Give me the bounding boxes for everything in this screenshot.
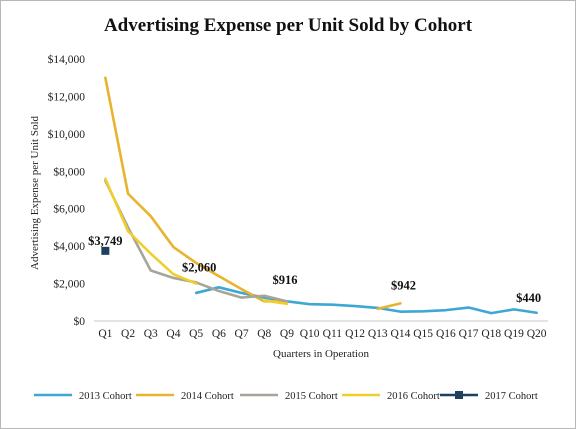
y-tick-label: $14,000 [48, 53, 86, 66]
x-tick-label: Q1 [98, 328, 112, 340]
y-axis-label: Advertising Expense per Unit Sold [29, 116, 41, 270]
x-tick-label: Q15 [413, 328, 433, 340]
x-tick-label: Q13 [368, 328, 388, 340]
legend-label: 2017 Cohort [485, 391, 538, 402]
x-tick-label: Q20 [527, 328, 547, 340]
data-label: $3,749 [88, 234, 122, 248]
x-tick-label: Q18 [481, 328, 501, 340]
x-tick-label: Q6 [212, 328, 226, 340]
series-line [376, 302, 402, 311]
data-label: $2,060 [182, 260, 216, 274]
data-point [101, 246, 110, 255]
x-tick-label: Q2 [121, 328, 135, 340]
x-tick-label: Q3 [144, 328, 158, 340]
y-tick-label: $0 [74, 315, 86, 328]
y-tick-label: $4,000 [53, 240, 85, 253]
legend-marker [455, 391, 463, 399]
series-layer [101, 76, 538, 315]
y-tick-label: $2,000 [53, 278, 85, 291]
x-tick-label: Q11 [323, 328, 343, 340]
y-tick-label: $10,000 [48, 128, 86, 141]
legend-label: 2014 Cohort [181, 391, 234, 402]
series-line [262, 299, 289, 306]
x-tick-label: Q17 [459, 328, 479, 340]
y-tick-label: $12,000 [48, 90, 86, 103]
x-tick-label: Q4 [166, 328, 180, 340]
x-tick-label: Q19 [504, 328, 524, 340]
data-label: $916 [272, 273, 297, 287]
legend: 2013 Cohort 2014 Cohort 2015 Cohort 2016 Co… [34, 391, 538, 402]
x-tick-label: Q14 [391, 328, 411, 340]
x-axis: Q1 Q2 Q3 Q4 Q5 Q6 Q7 Q8 Q9 Q10 Q11 Q12 Q13 Q14 Q15 Q16 Q… [98, 328, 546, 340]
x-tick-label: Q7 [235, 328, 249, 340]
data-label: $942 [391, 278, 416, 292]
x-axis-label: Quarters in Operation [273, 348, 369, 360]
x-tick-label: Q8 [257, 328, 271, 340]
x-tick-label: Q16 [436, 328, 456, 340]
x-tick-label: Q9 [280, 328, 294, 340]
data-label: $440 [516, 291, 541, 305]
x-tick-label: Q5 [189, 328, 203, 340]
annotations: $3,749 $2,060 $916 $942 $440 [88, 234, 541, 305]
legend-label: 2016 Cohort [387, 391, 440, 402]
y-axis: $0 $2,000 $4,000 $6,000 $8,000 $10,000 $12,000… [48, 53, 86, 328]
series-line [104, 177, 198, 285]
legend-label: 2013 Cohort [79, 391, 132, 402]
legend-label: 2015 Cohort [285, 391, 338, 402]
y-tick-label: $8,000 [53, 165, 85, 178]
x-tick-label: Q12 [345, 328, 365, 340]
y-tick-label: $6,000 [53, 203, 85, 216]
chart-title: Advertising Expense per Unit Sold by Coh… [104, 15, 473, 36]
x-tick-label: Q10 [300, 328, 320, 340]
